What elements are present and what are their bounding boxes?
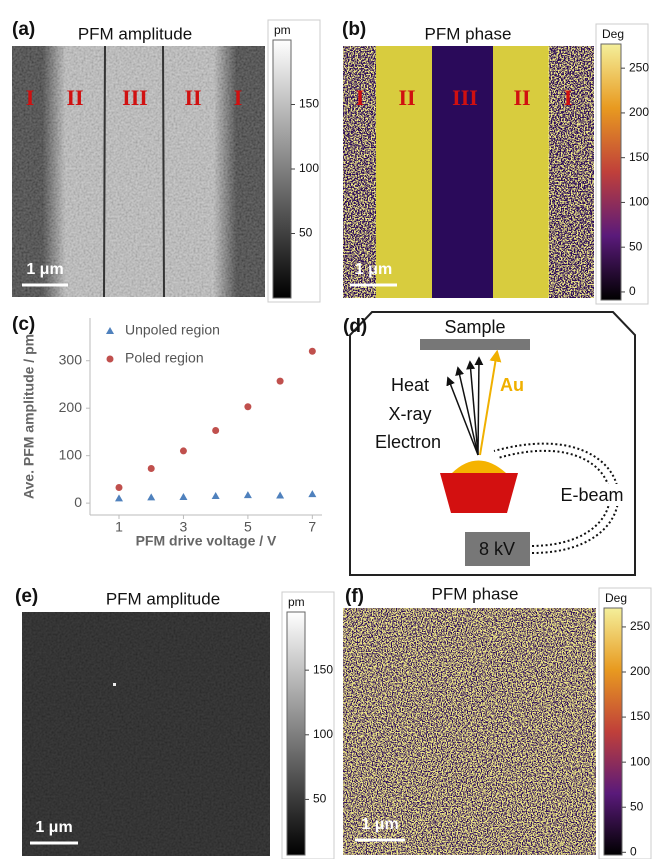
region-label: I bbox=[564, 85, 573, 110]
point bbox=[115, 494, 123, 502]
colorbar-tick-label: 50 bbox=[629, 239, 643, 253]
signal-label: Electron bbox=[375, 432, 441, 452]
amplitude-map bbox=[12, 45, 265, 298]
colorbar-unit: Deg bbox=[602, 27, 624, 41]
colorbar-tick-label: 150 bbox=[299, 97, 319, 111]
region-label: I bbox=[26, 85, 35, 110]
colorbar-unit: pm bbox=[288, 595, 305, 609]
y-tick-label: 0 bbox=[74, 494, 82, 510]
colorbar-tick-label: 100 bbox=[630, 754, 650, 768]
colorbar-tick-label: 100 bbox=[629, 195, 649, 209]
x-tick-label: 3 bbox=[180, 519, 188, 535]
beam-label: E-beam bbox=[560, 485, 623, 505]
colorbar-tick-label: 50 bbox=[313, 792, 327, 806]
amplitude-map bbox=[22, 612, 270, 856]
legend-label: Poled region bbox=[125, 350, 204, 366]
au-label: Au bbox=[500, 375, 524, 395]
colorbar-tick-label: 50 bbox=[299, 226, 313, 240]
point bbox=[308, 347, 316, 355]
x-axis-label: PFM drive voltage / V bbox=[136, 533, 277, 549]
colorbar-tick-label: 200 bbox=[630, 664, 650, 678]
colorbar-unit: pm bbox=[274, 23, 291, 37]
region-label: II bbox=[184, 85, 201, 110]
panel-label: (f) bbox=[345, 586, 364, 607]
panel-label: (d) bbox=[343, 316, 367, 337]
scale-bar-label: 1 μm bbox=[26, 261, 63, 278]
colorbar-tick-label: 0 bbox=[629, 284, 636, 298]
region-label: II bbox=[398, 85, 415, 110]
colorbar-tick-label: 0 bbox=[630, 844, 637, 858]
y-tick-label: 100 bbox=[59, 446, 83, 462]
colorbar-tick-label: 150 bbox=[313, 662, 333, 676]
point bbox=[276, 377, 284, 385]
signal-label: Heat bbox=[391, 375, 429, 395]
colorbar-tick-label: 50 bbox=[630, 799, 644, 813]
panel-label: (b) bbox=[342, 19, 366, 40]
point bbox=[276, 491, 285, 499]
region-label: I bbox=[356, 85, 365, 110]
colorbar-tick-label: 150 bbox=[629, 150, 649, 164]
x-tick-label: 1 bbox=[115, 519, 123, 535]
signal-label: X-ray bbox=[388, 404, 431, 424]
region-label: I bbox=[234, 85, 243, 110]
point bbox=[147, 493, 156, 501]
region-label: II bbox=[513, 85, 530, 110]
x-tick-label: 5 bbox=[244, 519, 252, 535]
colorbar-tick-label: 250 bbox=[630, 619, 650, 633]
panel-label: (a) bbox=[12, 19, 35, 40]
phase-map bbox=[343, 46, 594, 298]
colorbar bbox=[272, 39, 292, 299]
point bbox=[243, 491, 252, 499]
region-label: II bbox=[66, 85, 83, 110]
panel-label: (c) bbox=[12, 314, 35, 335]
point bbox=[115, 483, 123, 491]
panel-title: PFM amplitude bbox=[78, 24, 192, 43]
colorbar-tick-label: 150 bbox=[630, 709, 650, 723]
region-label: III bbox=[122, 85, 148, 110]
panel-title: PFM amplitude bbox=[106, 589, 220, 608]
colorbar bbox=[286, 611, 306, 856]
point bbox=[179, 492, 188, 500]
legend-label: Unpoled region bbox=[125, 322, 220, 338]
voltage-label: 8 kV bbox=[479, 539, 515, 559]
phase-map bbox=[343, 608, 596, 855]
colorbar-tick-label: 100 bbox=[313, 727, 333, 741]
y-tick-label: 200 bbox=[59, 399, 83, 415]
legend-marker bbox=[106, 327, 114, 334]
colorbar bbox=[600, 43, 622, 301]
colorbar-unit: Deg bbox=[605, 591, 627, 605]
x-tick-label: 7 bbox=[308, 519, 316, 535]
point bbox=[179, 447, 187, 455]
panel-title: PFM phase bbox=[432, 584, 519, 603]
point bbox=[211, 492, 220, 500]
panel-label: (e) bbox=[15, 586, 38, 607]
point bbox=[308, 490, 317, 498]
colorbar-tick-label: 100 bbox=[299, 161, 319, 175]
scale-bar-label: 1 μm bbox=[355, 261, 392, 278]
colorbar-tick-label: 250 bbox=[629, 60, 649, 74]
y-tick-label: 300 bbox=[59, 351, 83, 367]
sample-label: Sample bbox=[444, 317, 505, 337]
colorbar-tick-label: 200 bbox=[629, 105, 649, 119]
point bbox=[244, 403, 252, 411]
sem-diagram bbox=[349, 311, 636, 576]
panel-title: PFM phase bbox=[425, 24, 512, 43]
colorbar bbox=[603, 607, 623, 856]
legend-marker bbox=[106, 355, 114, 363]
scale-bar-label: 1 μm bbox=[35, 819, 72, 836]
point bbox=[212, 427, 220, 435]
scale-bar-label: 1 μm bbox=[361, 816, 398, 833]
region-label: III bbox=[452, 85, 478, 110]
point bbox=[147, 464, 155, 472]
y-axis-label: Ave. PFM amplitude / pm bbox=[21, 334, 37, 499]
